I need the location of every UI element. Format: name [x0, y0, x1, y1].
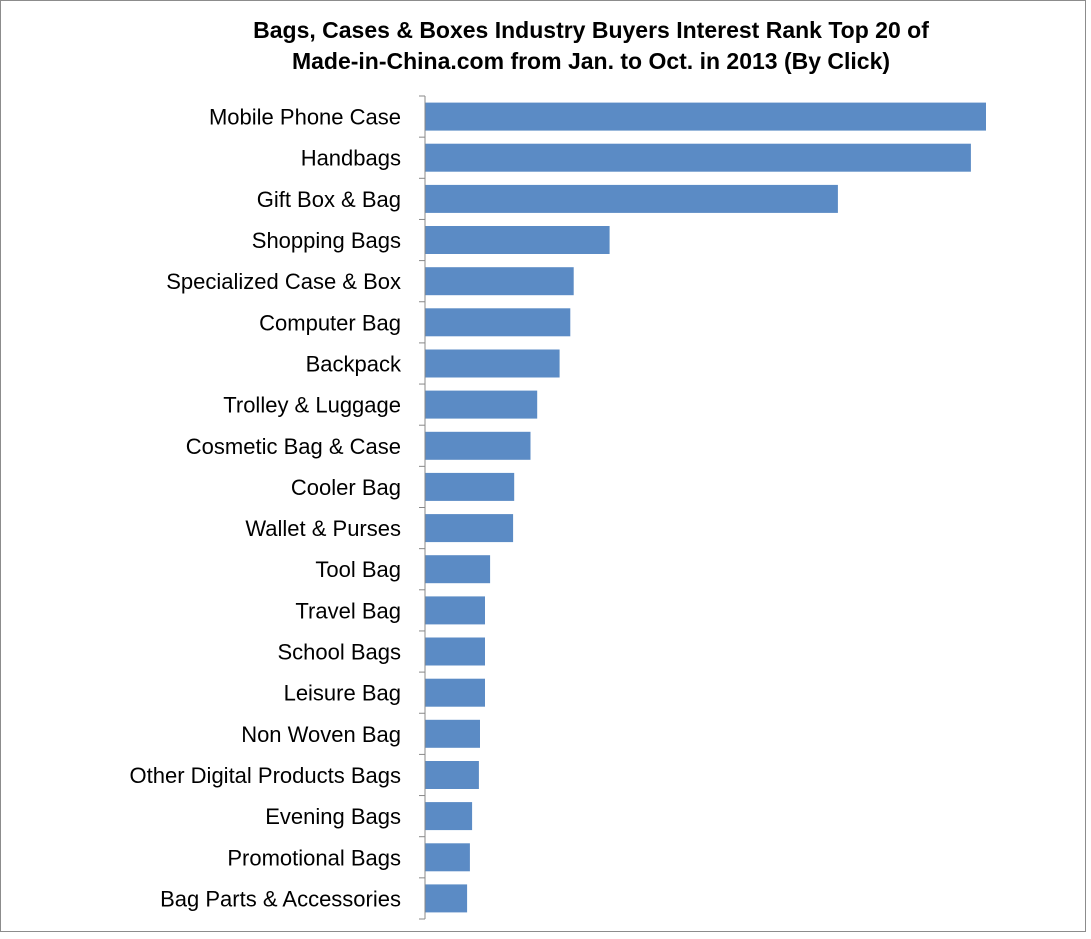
bar [425, 431, 531, 460]
category-label: Shopping Bags [252, 228, 401, 253]
bar [425, 884, 468, 913]
bar [425, 184, 838, 213]
bar [425, 102, 986, 131]
category-label: Cooler Bag [291, 475, 401, 500]
bar [425, 843, 470, 872]
category-label: Computer Bag [259, 310, 401, 335]
category-label: School Bags [277, 640, 401, 665]
bar [425, 390, 538, 419]
bar [425, 308, 571, 337]
bar [425, 719, 480, 748]
category-label: Leisure Bag [284, 681, 401, 706]
category-label: Non Woven Bag [241, 722, 401, 747]
category-label: Trolley & Luggage [223, 393, 401, 418]
bar [425, 555, 491, 584]
bar [425, 596, 485, 625]
bar [425, 637, 485, 666]
bar [425, 143, 971, 172]
bar [425, 267, 574, 296]
category-label: Mobile Phone Case [209, 105, 401, 130]
bar [425, 514, 514, 543]
category-label: Evening Bags [265, 804, 401, 829]
category-label: Travel Bag [295, 598, 401, 623]
category-label: Handbags [301, 146, 401, 171]
chart-title: Bags, Cases & Boxes Industry Buyers Inte… [253, 17, 929, 74]
bar [425, 349, 560, 378]
category-label: Other Digital Products Bags [130, 763, 401, 788]
category-label: Wallet & Purses [245, 516, 401, 541]
bar [425, 802, 473, 831]
category-label: Specialized Case & Box [166, 269, 401, 294]
bar [425, 226, 610, 254]
bar [425, 678, 485, 707]
category-label: Promotional Bags [227, 845, 401, 870]
category-label: Backpack [306, 352, 402, 377]
category-label: Gift Box & Bag [257, 187, 401, 212]
bar [425, 761, 479, 789]
category-label: Bag Parts & Accessories [160, 886, 401, 911]
category-label: Cosmetic Bag & Case [186, 434, 401, 459]
bar [425, 472, 515, 501]
category-label: Tool Bag [315, 557, 401, 582]
